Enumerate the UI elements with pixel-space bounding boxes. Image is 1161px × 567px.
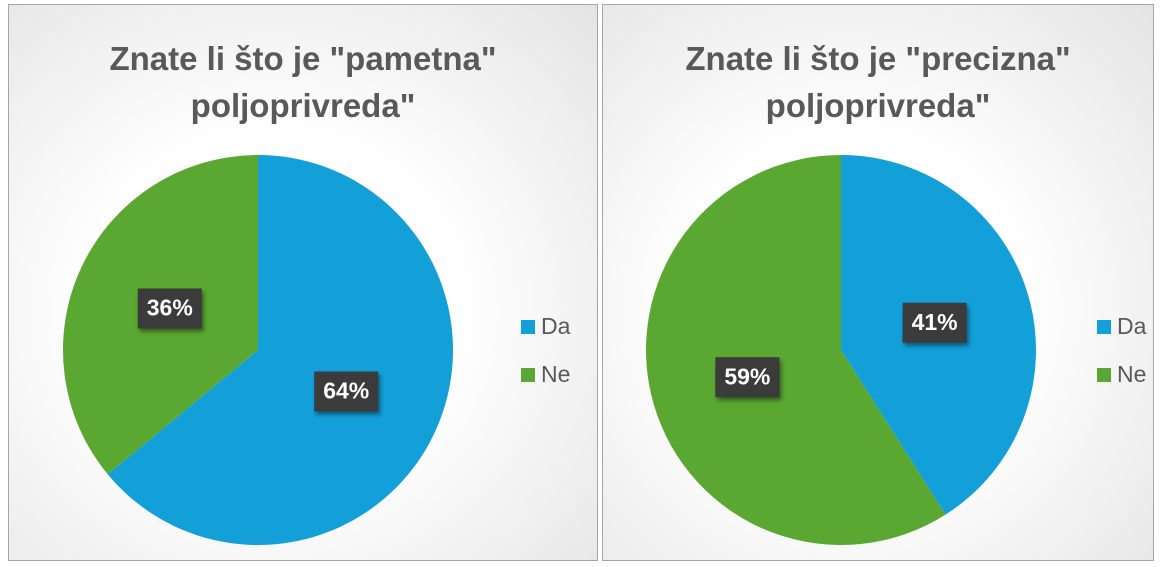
data-label-box [314, 371, 379, 412]
data-label-box [715, 357, 780, 398]
chart-panel: 64% 36% Da Ne Znate li što je "pametna" polj… [8, 4, 598, 561]
chart-title: Znate li što je "pametna" poljoprivreda" [109, 40, 497, 124]
pie-slice [646, 155, 946, 545]
data-label: 59% [724, 363, 770, 389]
legend-label: Ne [541, 361, 570, 387]
chart-panel: 41% 59% Da Ne Znate li što je "precizna" pol… [602, 4, 1154, 561]
data-label-box [902, 302, 967, 343]
chart: 41% 59% Da Ne [646, 155, 1147, 545]
data-label: 41% [912, 309, 958, 335]
legend-swatch [521, 320, 535, 334]
data-label: 36% [147, 295, 193, 321]
legend-label: Ne [1117, 361, 1146, 387]
chart-title: Znate li što je "precizna" poljoprivreda… [685, 40, 1071, 124]
pie-slice [107, 155, 454, 545]
legend-label: Da [1117, 313, 1147, 339]
legend-swatch [1097, 320, 1111, 334]
data-label: 64% [323, 378, 369, 404]
legend-label: Da [541, 313, 571, 339]
legend-swatch [1097, 368, 1111, 382]
legend-swatch [521, 368, 535, 382]
chart: 64% 36% Da Ne [62, 155, 571, 545]
data-label-box [137, 288, 202, 329]
